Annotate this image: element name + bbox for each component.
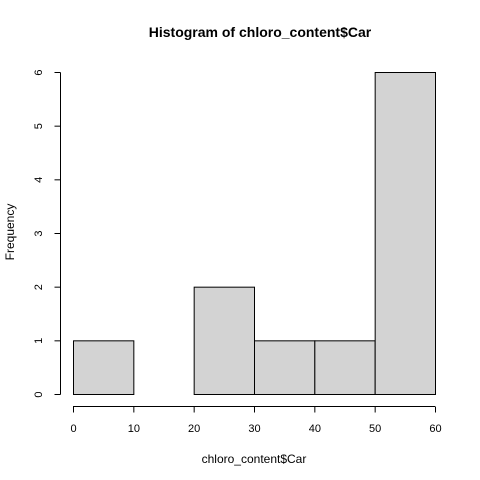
- histogram-bar: [73, 340, 135, 396]
- x-tick-label: 30: [248, 423, 260, 435]
- histogram-bar: [374, 72, 436, 395]
- x-tick-label: 40: [309, 423, 321, 435]
- x-tick-label: 20: [188, 423, 200, 435]
- y-tick-label: 1: [33, 338, 45, 344]
- x-axis: 0 10 20 30 40 50 60: [70, 406, 442, 435]
- histogram-bar: [314, 340, 376, 396]
- y-tick-label: 3: [33, 230, 45, 236]
- x-tick-label: 10: [128, 423, 140, 435]
- histogram-bar: [254, 340, 316, 396]
- x-axis-label: chloro_content$Car: [202, 452, 307, 466]
- y-tick-label: 2: [33, 284, 45, 290]
- x-tick-label: 50: [369, 423, 381, 435]
- y-tick-label: 0: [33, 391, 45, 397]
- y-tick-label: 4: [33, 177, 45, 183]
- x-tick-label: 60: [429, 423, 441, 435]
- y-tick-label: 6: [33, 69, 45, 75]
- y-axis: 0 1 2 3 4 5 6: [33, 69, 61, 398]
- bars-group: [73, 72, 436, 396]
- histogram-bar: [193, 286, 256, 395]
- y-axis-label: Frequency: [3, 204, 17, 261]
- x-tick-label: 0: [70, 423, 76, 435]
- y-tick-label: 5: [33, 123, 45, 129]
- chart-title: Histogram of chloro_content$Car: [149, 24, 372, 40]
